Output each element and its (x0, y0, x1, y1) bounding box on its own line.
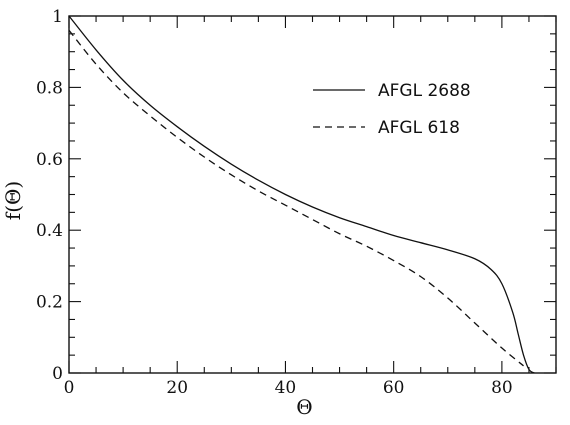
axes: 0 20 40 60 80 0 0.2 0.4 0.6 0.8 1 (36, 7, 557, 398)
series-line-afgl-2688 (68, 15, 535, 374)
plot-frame (68, 15, 557, 374)
y-tick-label: 0.6 (36, 150, 63, 170)
x-tick-label: 80 (491, 378, 513, 398)
x-tick-label: 20 (166, 378, 188, 398)
y-tick-label: 0.8 (36, 78, 63, 98)
y-tick-label: 0 (52, 364, 63, 384)
series-line-afgl-618 (68, 29, 524, 367)
y-tick-label: 1 (52, 7, 63, 27)
y-tick-label: 0.4 (36, 221, 63, 241)
y-tick-label: 0.2 (36, 293, 63, 313)
legend: AFGL 2688 AFGL 618 (313, 81, 471, 138)
x-tick-label: 0 (64, 378, 75, 398)
x-tick-label: 40 (275, 378, 297, 398)
x-axis-title: Θ (296, 395, 312, 419)
series-layer (68, 15, 535, 374)
y-axis-title: f(Θ) (1, 181, 25, 220)
legend-label-afgl-2688: AFGL 2688 (378, 81, 471, 101)
legend-label-afgl-618: AFGL 618 (378, 118, 460, 138)
x-tick-label: 60 (383, 378, 405, 398)
